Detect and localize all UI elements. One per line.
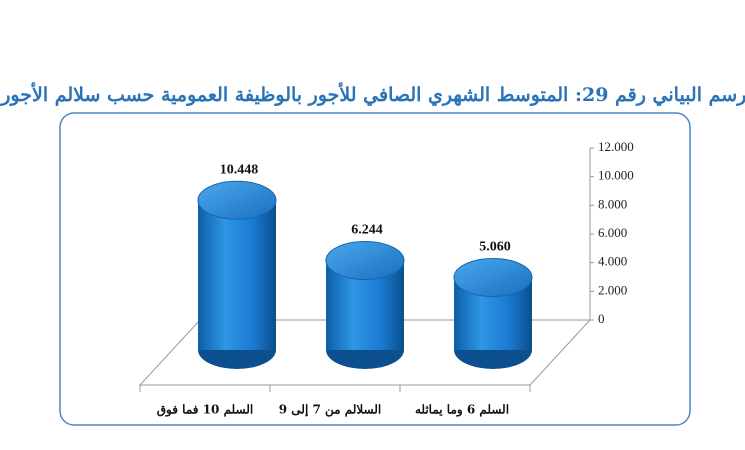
y-tick-label: 4.000 [598,254,627,269]
chart-title: الرسم البياني رقم 29: المتوسط الشهري الص… [0,82,745,107]
bar [198,200,276,350]
bar-cap [325,241,405,281]
bar-cap [453,257,533,297]
chart-frame [59,112,691,426]
x-tick-label: السلم 10 فما فوق [157,403,253,418]
bar-cap [197,180,277,220]
y-tick-label: 2.000 [598,282,627,297]
x-tick-label: السلم 6 وما يماثله [415,403,509,418]
y-tick-label: 8.000 [598,196,627,211]
value-label: 10.448 [220,162,259,177]
value-label: 5.060 [479,240,511,255]
y-tick-label: 12.000 [598,139,634,154]
value-label: 6.244 [351,223,383,238]
y-tick-label: 10.000 [598,168,634,183]
x-tick-label: السلالم من 7 إلى 9 [279,403,382,418]
y-tick-label: 6.000 [598,225,627,240]
y-tick-label: 0 [598,311,605,326]
